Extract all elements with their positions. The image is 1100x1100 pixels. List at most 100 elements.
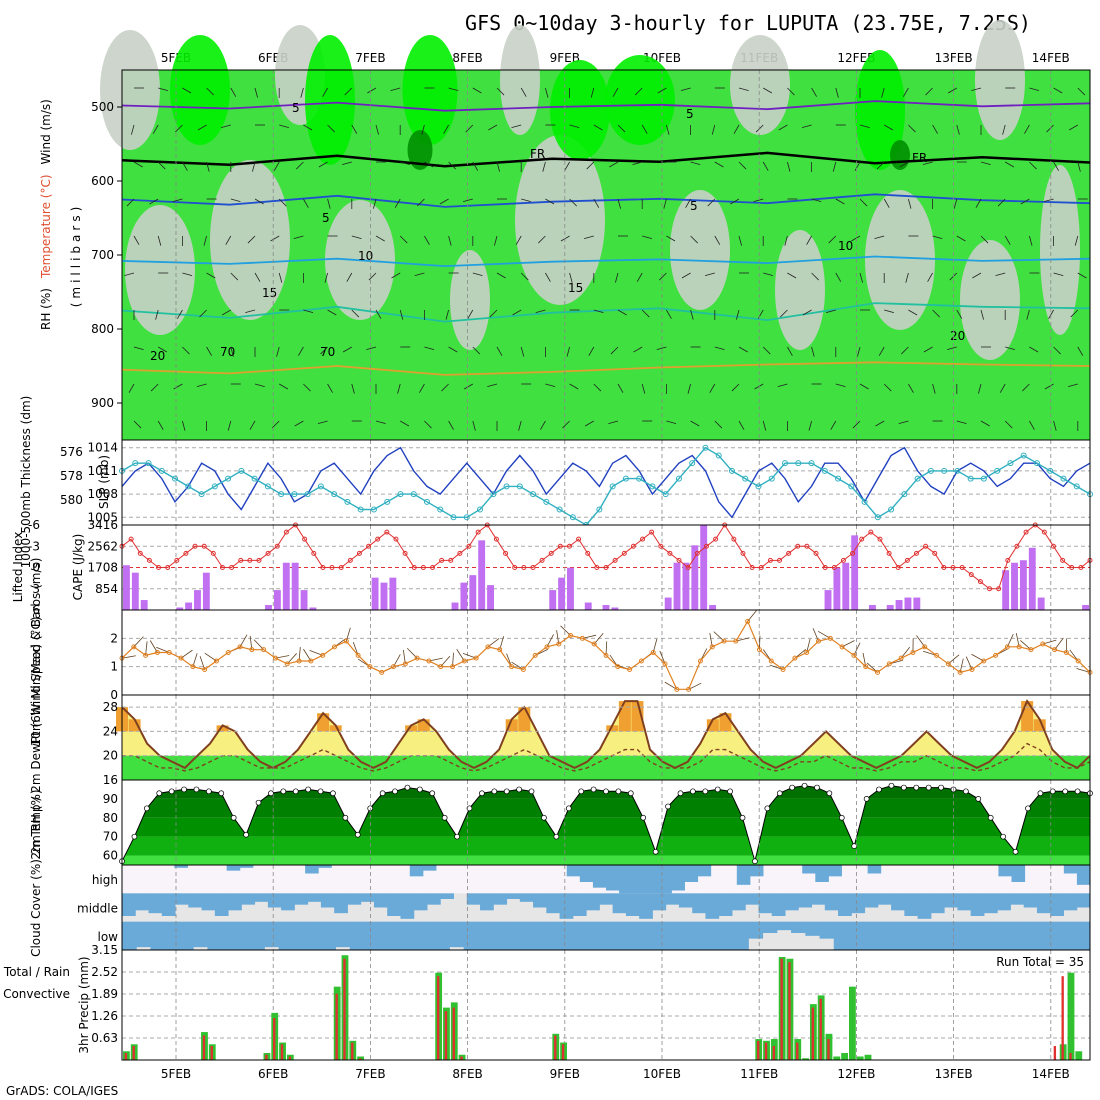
date-label-bottom: 10FEB: [643, 1067, 681, 1081]
y2tick-label: 3: [32, 582, 40, 596]
ytick-label: 28: [103, 700, 118, 714]
data-point: [768, 475, 775, 482]
y2tick-label: 576: [60, 445, 83, 459]
cloud-bar-middle: [745, 893, 759, 905]
data-point: [237, 644, 243, 650]
data-point: [392, 788, 398, 795]
data-point: [354, 831, 361, 838]
data-point: [662, 491, 669, 498]
cape-bar: [1019, 560, 1027, 610]
isotherm-p10: [121, 255, 1091, 268]
cloud-bar-low: [335, 921, 351, 948]
cape-bar: [389, 577, 397, 610]
cloud-bar-high: [1076, 865, 1091, 885]
data-point: [255, 799, 262, 806]
data-point: [181, 786, 187, 793]
data-point: [145, 460, 152, 467]
data-point: [590, 786, 597, 793]
cape-bar: [380, 582, 388, 610]
data-point: [1012, 848, 1019, 855]
precip-convective-bar: [1061, 976, 1064, 1060]
cloud-bar-middle: [930, 893, 945, 914]
ytick-label: 700: [91, 248, 114, 262]
cloud-bar-high: [658, 865, 672, 894]
cloud-bar-middle: [572, 893, 587, 916]
data-point: [721, 638, 727, 644]
data-point: [780, 667, 786, 672]
ytick-label: 1014: [87, 441, 118, 455]
data-point: [225, 475, 232, 482]
axis-label-wind: 10m Wind Speed & Barbs (m/s): [29, 558, 43, 747]
data-point: [969, 667, 975, 672]
cloud-bar-low: [307, 921, 322, 950]
data-point: [466, 805, 473, 812]
data-point: [694, 550, 700, 556]
data-point: [686, 686, 692, 692]
data-point: [229, 565, 235, 570]
cape-bar: [478, 540, 486, 610]
cloud-bar-low: [976, 921, 991, 950]
date-label-bottom: 6FEB: [258, 1067, 288, 1081]
date-label-bottom: 12FEB: [837, 1067, 875, 1081]
data-point: [331, 644, 337, 650]
precip-convective-bar: [265, 1054, 268, 1060]
cloud-bar-low: [961, 921, 977, 950]
data-point: [397, 491, 404, 498]
series-slp: [121, 446, 1091, 519]
data-point: [143, 805, 150, 812]
data-point: [402, 661, 408, 667]
cloud-bar-middle: [519, 893, 534, 902]
cloud-bar-middle: [652, 893, 667, 911]
data-point: [840, 557, 846, 563]
data-point: [521, 565, 527, 570]
cloud-bar-low: [791, 921, 806, 933]
data-point: [886, 661, 892, 667]
data-point: [356, 550, 362, 556]
cloud-bar-high: [239, 865, 254, 868]
data-point: [317, 483, 324, 490]
data-point: [714, 786, 721, 793]
cape-bar: [895, 600, 903, 610]
ytick-label: 16: [103, 773, 118, 787]
cape-bar: [584, 602, 592, 610]
isotherm-p20: [121, 361, 1091, 376]
axis-label-rh: 2m RH (%): [29, 789, 43, 854]
precip-convective-bar: [788, 962, 791, 1060]
data-point: [450, 514, 457, 521]
cape-bar: [176, 607, 184, 610]
series-2m-dewpt: [122, 742, 1091, 772]
cloud-bar-high: [684, 865, 699, 882]
data-point: [876, 786, 882, 793]
precip-total-bar: [833, 1056, 841, 1060]
data-point: [768, 658, 774, 664]
axis-label-precip: 3hr Precip (mm): [77, 956, 91, 1053]
precip-convective-bar: [444, 1011, 448, 1060]
data-point: [621, 550, 627, 556]
data-point: [950, 565, 956, 570]
data-point: [913, 550, 919, 556]
data-point: [925, 784, 932, 791]
cloud-bar-high: [828, 865, 842, 877]
data-point: [954, 467, 961, 474]
cloud-bar-middle: [135, 893, 150, 911]
cloud-bar-low: [150, 921, 166, 950]
cape-bar: [300, 590, 308, 610]
data-point: [308, 658, 314, 664]
data-point: [1023, 529, 1029, 535]
ytick-label: 800: [91, 322, 114, 336]
data-point: [975, 796, 982, 802]
date-label-top: 13FEB: [935, 51, 973, 65]
data-point: [804, 650, 810, 655]
data-point: [640, 814, 647, 821]
cloud-bar-middle: [944, 893, 958, 908]
cloud-bar-middle: [864, 893, 879, 908]
y2tick-label: -3: [28, 539, 40, 553]
rh-band: [122, 798, 1090, 818]
data-point: [758, 565, 764, 570]
precip-convective-bar: [780, 958, 783, 1060]
data-point: [192, 543, 198, 549]
data-point: [320, 565, 326, 570]
ytick-label: 90: [103, 792, 118, 806]
axis-label-cloud: Cloud Cover (%): [29, 859, 43, 957]
data-point: [689, 460, 696, 467]
